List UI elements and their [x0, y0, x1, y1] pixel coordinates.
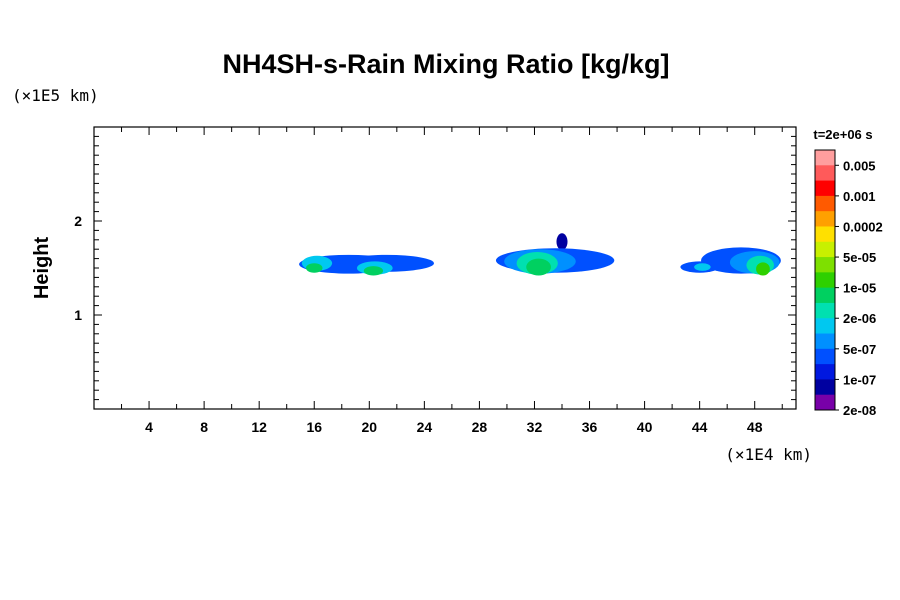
- colorbar-label: 0.005: [843, 158, 876, 173]
- colorbar-swatch: [815, 195, 835, 212]
- chart-title: NH4SH-s-Rain Mixing Ratio [kg/kg]: [222, 49, 669, 79]
- colorbar-swatch: [815, 364, 835, 380]
- colorbar-swatch: [815, 318, 835, 335]
- time-label: t=2e+06 s: [813, 127, 872, 142]
- colorbar-label: 2e-08: [843, 403, 876, 418]
- contour-cell: [305, 263, 323, 273]
- colorbar-swatch: [815, 180, 835, 197]
- colorbar-label: 1e-07: [843, 372, 876, 387]
- colorbar-label: 5e-07: [843, 342, 876, 357]
- colorbar-swatch: [815, 379, 835, 396]
- colorbar-label: 1e-05: [843, 281, 876, 296]
- x-tick-label: 12: [251, 419, 267, 435]
- colorbar-label: 5e-05: [843, 250, 876, 265]
- contour-cell: [526, 258, 551, 276]
- colorbar-swatch: [815, 257, 835, 273]
- y-tick-label: 1: [74, 307, 82, 323]
- colorbar-swatches: [814, 149, 836, 411]
- colorbar-swatch: [815, 211, 835, 227]
- x-tick-label: 28: [472, 419, 488, 435]
- colorbar: t=2e+06 s 0.005 0.001 0.0002 5e-05 1e-05 2e-0…: [813, 127, 882, 418]
- contour-cells: [299, 233, 781, 276]
- colorbar-label: 0.0002: [843, 219, 883, 234]
- colorbar-label: 0.001: [843, 189, 876, 204]
- x-tick-label: 48: [747, 419, 763, 435]
- x-axis-ticks: 4 8 12 16 20 24 28 32 36 40 44 48: [121, 127, 783, 435]
- y-unit-label: (×1E5 km): [12, 86, 99, 105]
- plot-area: 4 8 12 16 20 24 28 32 36 40 44 48 12: [74, 126, 797, 435]
- x-tick-label: 32: [527, 419, 543, 435]
- x-tick-label: 16: [306, 419, 322, 435]
- x-tick-label: 4: [145, 419, 153, 435]
- x-tick-label: 44: [692, 419, 708, 435]
- contour-cell: [363, 266, 384, 276]
- colorbar-label: 2e-06: [843, 311, 876, 326]
- colorbar-swatch: [815, 394, 835, 411]
- colorbar-swatch: [815, 333, 835, 350]
- colorbar-swatch: [815, 150, 835, 166]
- x-tick-label: 24: [417, 419, 433, 435]
- colorbar-labels: 0.005 0.001 0.0002 5e-05 1e-05 2e-06 5e-07 1e-0…: [835, 158, 883, 418]
- contour-cell: [694, 263, 711, 271]
- x-tick-label: 20: [362, 419, 378, 435]
- x-tick-label: 8: [200, 419, 208, 435]
- x-tick-label: 36: [582, 419, 598, 435]
- x-unit-label: (×1E4 km): [725, 445, 812, 464]
- colorbar-swatch: [815, 287, 835, 304]
- y-axis-label: Height: [31, 237, 53, 300]
- colorbar-swatch: [815, 272, 835, 289]
- y-axis-ticks: 12: [74, 135, 796, 401]
- colorbar-frame: [814, 149, 836, 411]
- colorbar-swatch: [815, 226, 835, 243]
- x-tick-label: 40: [637, 419, 653, 435]
- y-tick-label: 2: [74, 213, 82, 229]
- colorbar-swatch: [815, 348, 835, 365]
- colorbar-swatch: [815, 165, 835, 182]
- contour-cell: [756, 262, 770, 276]
- colorbar-swatch: [815, 302, 835, 319]
- colorbar-swatch: [815, 241, 835, 258]
- contour-cell: [556, 233, 568, 251]
